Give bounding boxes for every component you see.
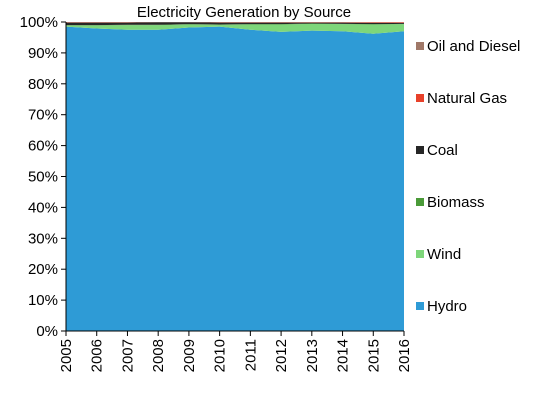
legend-swatch-wind xyxy=(416,250,424,258)
legend-label-natural-gas: Natural Gas xyxy=(427,90,507,107)
y-axis-ticks: 0% 10% 20% 30% 40% 50% 60% 70% 80% 90% 100% xyxy=(20,14,66,340)
legend-label-oil-and-diesel: Oil and Diesel xyxy=(427,38,520,55)
legend-label-biomass: Biomass xyxy=(427,194,485,211)
legend-swatch-coal xyxy=(416,146,424,154)
x-tick-label: 2010 xyxy=(212,339,229,372)
legend-swatch-hydro xyxy=(416,302,424,310)
area-layer xyxy=(66,22,404,331)
y-tick-label: 20% xyxy=(28,261,58,278)
legend-swatch-oil-and-diesel xyxy=(416,42,424,50)
x-tick-label: 2015 xyxy=(365,339,382,372)
x-tick-label: 2016 xyxy=(396,339,413,372)
x-tick-label: 2014 xyxy=(335,339,352,372)
x-tick-label: 2012 xyxy=(273,339,290,372)
x-tick-label: 2011 xyxy=(242,339,259,371)
y-tick-label: 30% xyxy=(28,230,58,247)
x-tick-label: 2013 xyxy=(304,339,321,372)
area-hydro xyxy=(66,27,404,331)
y-tick-label: 90% xyxy=(28,45,58,62)
y-tick-label: 100% xyxy=(20,14,58,31)
legend: Oil and Diesel Natural Gas Coal Biomass Wind… xyxy=(416,38,520,315)
x-tick-label: 2006 xyxy=(89,339,106,372)
x-tick-label: 2009 xyxy=(181,339,198,372)
y-tick-label: 60% xyxy=(28,138,58,155)
y-tick-label: 0% xyxy=(36,323,58,340)
y-tick-label: 10% xyxy=(28,292,58,309)
legend-swatch-natural-gas xyxy=(416,94,424,102)
y-tick-label: 70% xyxy=(28,107,58,124)
x-tick-label: 2008 xyxy=(150,339,167,372)
x-tick-label: 2005 xyxy=(58,339,75,372)
x-tick-label: 2007 xyxy=(119,339,136,372)
legend-swatch-biomass xyxy=(416,198,424,206)
y-tick-label: 50% xyxy=(28,169,58,186)
chart-title: Electricity Generation by Source xyxy=(137,4,351,21)
legend-label-coal: Coal xyxy=(427,142,458,159)
legend-label-hydro: Hydro xyxy=(427,298,467,315)
x-axis-ticks: 2005 2006 2007 2008 2009 2010 2011 2012 2013 2014… xyxy=(58,331,413,372)
y-tick-label: 80% xyxy=(28,76,58,93)
legend-label-wind: Wind xyxy=(427,246,461,263)
y-tick-label: 40% xyxy=(28,199,58,216)
